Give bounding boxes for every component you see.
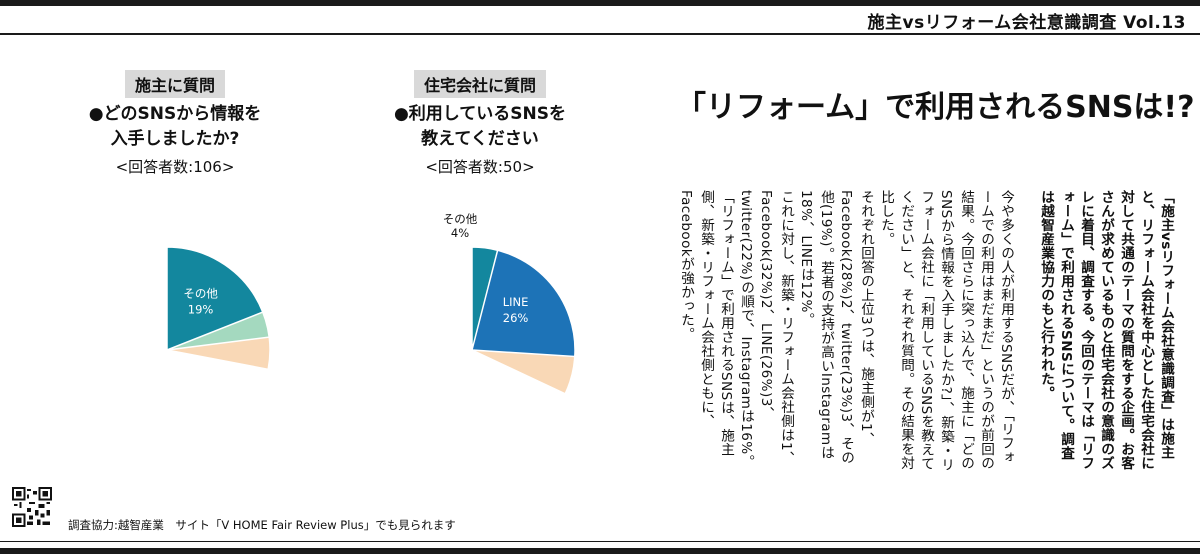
question-line: ●どのSNSから情報を	[88, 104, 262, 124]
question-line: 入手しましたか?	[110, 129, 240, 149]
series-title: 施主vsリフォーム会社意識調査 Vol.13	[867, 13, 1186, 33]
owner-sns-pie-chart: Facebook28%twitter23%Instagram18%LINE12%…	[166, 246, 271, 371]
survey-company-tag: 住宅会社に質問	[413, 70, 546, 98]
bottom-rule-thin	[0, 541, 1200, 542]
article-headline: 「リフォーム」で利用されるSNSは!?	[676, 90, 1195, 125]
article-paragraph: 「リフォーム」で利用されるSNSは、施主側、新築・リフォーム会社側ともに、Fac…	[678, 190, 734, 457]
survey-credit: 調査協力:越智産業 サイト「V HOME Fair Review Plus」でも…	[68, 518, 456, 532]
pie-slice-label: その他	[443, 213, 478, 226]
pie-slice-label: その他	[183, 287, 218, 301]
article-body: 「施主vsリフォーム会社意識調査」は施主と、リフォーム会社を中心とした住宅会社に…	[612, 190, 1176, 472]
bottom-rule	[0, 548, 1200, 554]
survey-owner-block: 施主に質問 ●どのSNSから情報を 入手しましたか? <回答者数:106>	[60, 70, 290, 177]
top-rule	[0, 0, 1200, 6]
pie-slice-value: 19%	[188, 303, 214, 317]
survey-owner-question: ●どのSNSから情報を 入手しましたか?	[60, 102, 290, 152]
article-paragraph: 今や多くの人が利用するSNSだが、「リフォームでの利用はまだまだ」というのが前回…	[878, 190, 1014, 472]
pie-slice-value: 4%	[451, 226, 469, 240]
question-line: 教えてください	[421, 129, 539, 149]
article-lead: 「施主vsリフォーム会社意識調査」は施主と、リフォーム会社を中心とした住宅会社に…	[1038, 190, 1174, 470]
qr-code-icon[interactable]	[12, 487, 52, 527]
pie-slice-label: LINE	[503, 295, 529, 309]
pie-slice-その他	[166, 246, 264, 352]
question-line: ●利用しているSNSを	[393, 104, 567, 124]
survey-company-count: <回答者数:50>	[425, 158, 535, 176]
survey-company-question: ●利用しているSNSを 教えてください	[365, 102, 595, 152]
pie-slice-value: 26%	[503, 311, 529, 325]
survey-owner-count: <回答者数:106>	[115, 158, 235, 176]
top-rule-thin	[0, 33, 1200, 35]
survey-owner-tag: 施主に質問	[124, 70, 225, 98]
company-sns-pie-chart: Facebook32%twitter22%Instagram16%LINE26%…	[443, 213, 576, 395]
pie-slice-その他	[471, 246, 499, 351]
article-paragraph: これに対し、新築・リフォーム会社側は1、Facebook(32%)2、LINE(…	[738, 190, 794, 469]
survey-company-block: 住宅会社に質問 ●利用しているSNSを 教えてください <回答者数:50>	[365, 70, 595, 177]
article-paragraph: それぞれ回答の上位3つは、施主側が1、Facebook(28%)2、twitte…	[798, 190, 874, 465]
